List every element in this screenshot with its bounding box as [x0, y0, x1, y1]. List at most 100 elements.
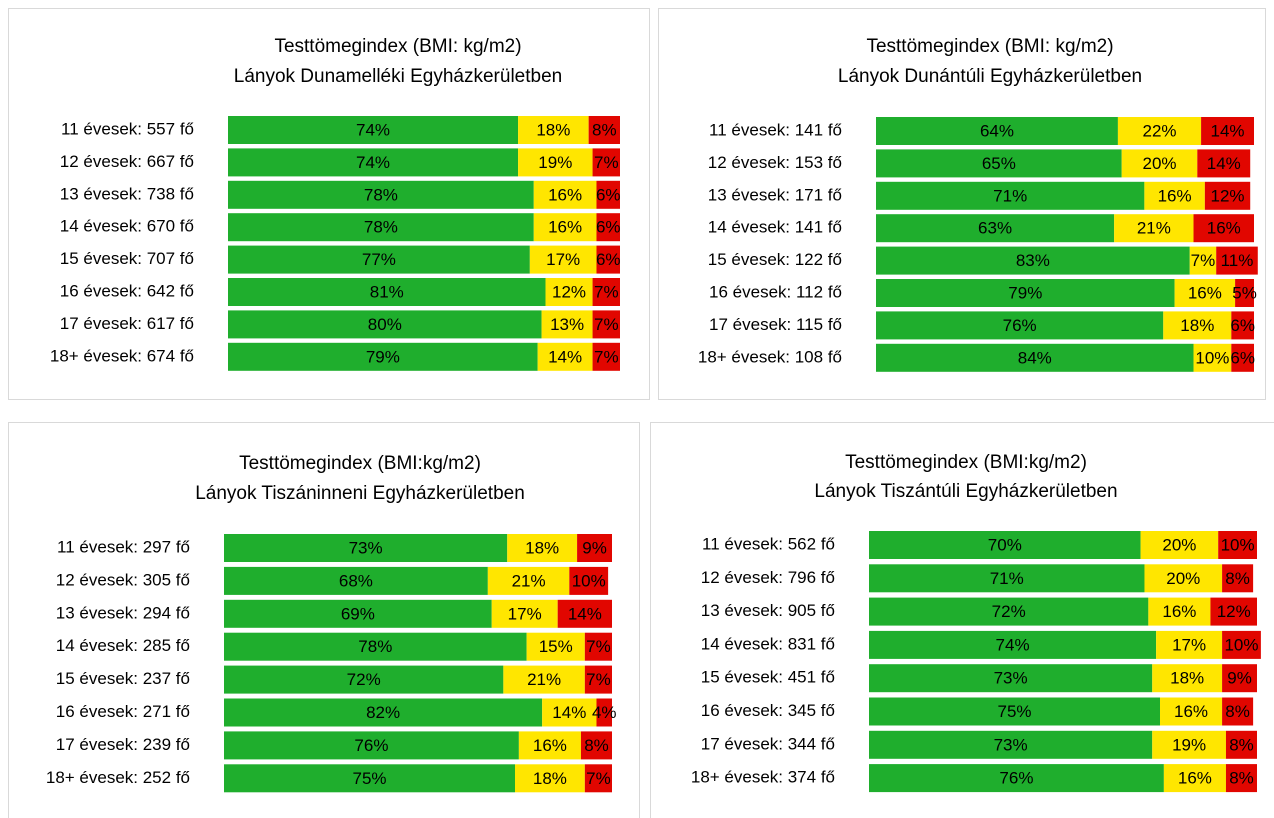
data-label: 80%	[368, 315, 402, 334]
bar-segment	[224, 731, 519, 760]
data-label: 7%	[594, 282, 619, 301]
bar-segment	[1201, 117, 1254, 145]
bar-segment	[876, 279, 1175, 307]
data-label: 64%	[980, 121, 1014, 140]
bar-segment	[1197, 149, 1251, 178]
y-tick-label: 18+ évesek: 374 fő	[691, 768, 835, 787]
data-label: 8%	[1229, 735, 1254, 754]
data-label: 16%	[1178, 769, 1212, 788]
data-label: 18%	[533, 769, 567, 788]
data-label: 76%	[354, 736, 388, 755]
y-tick-label: 11 évesek: 297 fő	[57, 537, 190, 556]
data-label: 17%	[1172, 635, 1206, 654]
data-label: 21%	[527, 670, 561, 689]
data-label: 7%	[586, 769, 611, 788]
chart-subtitle: Lányok Dunántúli Egyházkerületben	[838, 66, 1142, 87]
bar-segment	[1189, 246, 1217, 275]
bar-segment	[1163, 764, 1226, 793]
data-label: 18%	[536, 120, 570, 139]
bar-segment	[584, 632, 612, 661]
chart-subtitle: Lányok Dunamelléki Egyházkerületben	[234, 66, 562, 87]
bar-segment	[1148, 597, 1211, 626]
y-tick-label: 13 évesek: 171 fő	[708, 185, 842, 204]
bar-segment	[869, 597, 1149, 626]
bar-segment	[1117, 117, 1202, 145]
y-tick-label: 15 évesek: 122 fő	[708, 250, 842, 269]
bar-segment	[503, 665, 585, 694]
data-label: 12%	[552, 282, 586, 301]
data-label: 7%	[586, 670, 611, 689]
data-label: 8%	[584, 736, 609, 755]
bar-segment	[526, 632, 585, 661]
data-label: 84%	[1018, 348, 1052, 367]
data-label: 12%	[1211, 186, 1245, 205]
y-tick-label: 17 évesek: 344 fő	[701, 734, 835, 753]
data-label: 18%	[1170, 669, 1204, 688]
bar-segment	[1140, 531, 1219, 559]
y-tick-label: 18+ évesek: 108 fő	[698, 347, 842, 366]
y-tick-label: 13 évesek: 738 fő	[60, 184, 194, 203]
data-label: 63%	[978, 219, 1012, 238]
data-label: 4%	[592, 703, 617, 722]
y-tick-label: 17 évesek: 239 fő	[56, 735, 190, 754]
chart-title: Testtömegindex (BMI: kg/m2)	[866, 36, 1113, 57]
y-tick-label: 17 évesek: 115 fő	[709, 315, 842, 334]
data-label: 81%	[370, 282, 404, 301]
bar-segment	[224, 566, 488, 595]
data-label: 15%	[539, 637, 573, 656]
data-label: 21%	[1137, 219, 1171, 238]
bar-segment	[487, 566, 570, 595]
y-tick-label: 14 évesek: 285 fő	[56, 636, 190, 655]
data-label: 10%	[572, 571, 606, 590]
bar-segment	[869, 531, 1141, 559]
bar-segment	[876, 246, 1190, 275]
y-tick-label: 11 évesek: 562 fő	[702, 534, 835, 553]
y-tick-label: 16 évesek: 642 fő	[60, 281, 194, 300]
data-label: 71%	[990, 569, 1024, 588]
data-label: 21%	[512, 571, 546, 590]
data-label: 12%	[1217, 602, 1251, 621]
y-tick-label: 16 évesek: 112 fő	[709, 282, 842, 301]
bar-segment	[518, 731, 581, 760]
bar-segment	[541, 310, 593, 339]
bar-segment	[228, 310, 542, 339]
data-label: 6%	[596, 185, 621, 204]
data-label: 7%	[594, 315, 619, 334]
data-label: 9%	[1227, 669, 1252, 688]
data-label: 19%	[538, 153, 572, 172]
data-label: 16%	[1174, 702, 1208, 721]
chart-subtitle: Lányok Tiszántúli Egyházkerületben	[814, 481, 1117, 502]
bar-segment	[1160, 697, 1223, 726]
data-label: 10%	[1195, 348, 1229, 367]
data-label: 14%	[568, 604, 602, 623]
bar-segment	[869, 730, 1153, 759]
bar-segment	[1216, 246, 1258, 275]
data-label: 7%	[594, 347, 619, 366]
y-tick-label: 18+ évesek: 252 fő	[46, 768, 190, 787]
bar-segment	[596, 698, 612, 727]
y-tick-label: 14 évesek: 831 fő	[701, 634, 835, 653]
data-label: 20%	[1142, 154, 1176, 173]
data-label: 9%	[582, 538, 607, 557]
bar-segment	[529, 245, 597, 274]
chart-title: Testtömegindex (BMI:kg/m2)	[239, 453, 481, 474]
data-label: 8%	[592, 120, 617, 139]
data-label: 77%	[362, 250, 396, 269]
data-label: 6%	[596, 218, 621, 237]
bar-segment	[537, 342, 593, 371]
bar-segment	[228, 180, 534, 209]
data-label: 70%	[988, 535, 1022, 554]
data-label: 79%	[366, 347, 400, 366]
data-label: 10%	[1224, 635, 1258, 654]
data-label: 6%	[1230, 316, 1255, 335]
data-label: 16%	[1188, 283, 1222, 302]
data-label: 14%	[1211, 121, 1245, 140]
data-label: 72%	[347, 670, 381, 689]
bar-segment	[228, 116, 519, 144]
bar-segment	[515, 764, 585, 793]
data-label: 7%	[1191, 251, 1216, 270]
data-label: 11%	[1221, 251, 1254, 270]
data-label: 16%	[548, 218, 582, 237]
bar-segment	[1152, 664, 1223, 693]
